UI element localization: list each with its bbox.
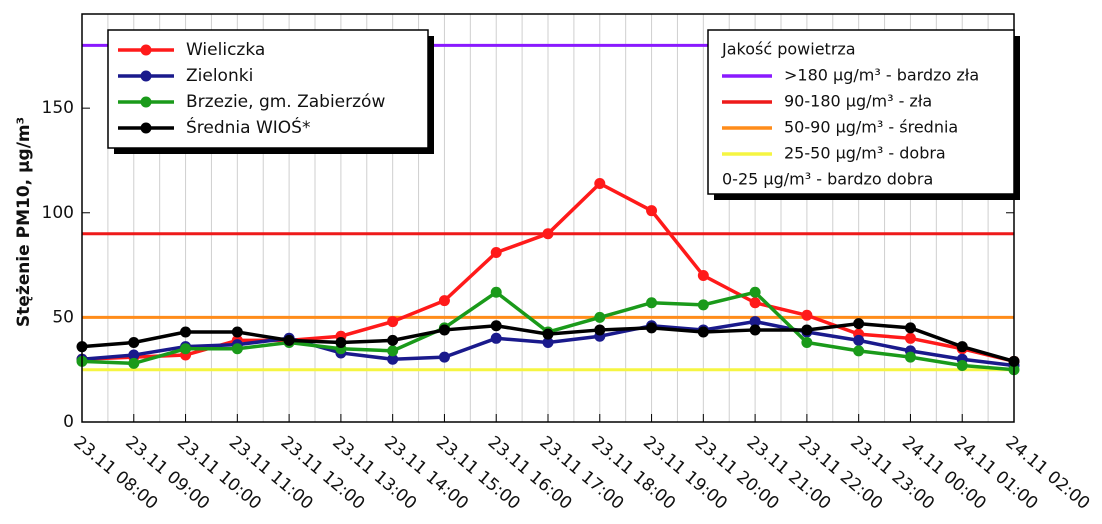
point [335, 336, 347, 348]
y-tick-label: 100 [42, 203, 74, 223]
point [697, 270, 709, 282]
point [801, 309, 813, 321]
point [180, 343, 192, 355]
legend-label: 50-90 µg/m³ - średnia [784, 118, 958, 137]
point [749, 286, 761, 298]
point [594, 177, 606, 189]
point [956, 341, 968, 353]
legend-marker [140, 70, 152, 82]
point [956, 360, 968, 372]
point [904, 351, 916, 363]
point [490, 320, 502, 332]
point [697, 326, 709, 338]
legend-label: 90-180 µg/m³ - zła [784, 92, 932, 111]
point [387, 353, 399, 365]
point [646, 297, 658, 309]
point [180, 326, 192, 338]
point [853, 345, 865, 357]
point [801, 324, 813, 336]
y-tick-label: 0 [63, 412, 74, 432]
y-axis-label: Stężenie PM10, µg/m³ [14, 117, 34, 327]
point [697, 299, 709, 311]
point [283, 334, 295, 346]
point [594, 324, 606, 336]
point [438, 351, 450, 363]
point [542, 228, 554, 240]
legend-marker [140, 96, 152, 108]
point [594, 311, 606, 323]
legend-title: Jakość powietrza [721, 40, 856, 59]
y-tick-label: 150 [42, 98, 74, 118]
point [646, 205, 658, 217]
legend-label: Brzezie, gm. Zabierzów [186, 92, 385, 112]
point [490, 247, 502, 259]
legend-label: Zielonki [186, 66, 253, 86]
point [387, 345, 399, 357]
point [801, 336, 813, 348]
point [904, 332, 916, 344]
point [128, 336, 140, 348]
point [128, 349, 140, 361]
point [231, 343, 243, 355]
point [231, 326, 243, 338]
point [646, 322, 658, 334]
point [542, 328, 554, 340]
legend-label: >180 µg/m³ - bardzo zła [784, 66, 979, 85]
point [387, 334, 399, 346]
point [490, 332, 502, 344]
point [438, 324, 450, 336]
legend-label: 25-50 µg/m³ - dobra [784, 144, 946, 163]
point [490, 286, 502, 298]
legend-label: Wieliczka [186, 40, 265, 60]
point [853, 318, 865, 330]
legend-box [707, 29, 1015, 195]
legend-marker [140, 122, 152, 134]
point [749, 297, 761, 309]
legend-marker [140, 44, 152, 56]
legend-label: Średnia WIOŚ* [186, 116, 310, 138]
point [853, 334, 865, 346]
plot-frame [81, 13, 1015, 423]
point [749, 324, 761, 336]
point [387, 316, 399, 328]
legend-label: 0-25 µg/m³ - bardzo dobra [722, 170, 933, 189]
y-tick-label: 50 [52, 307, 74, 327]
point [542, 336, 554, 348]
point [128, 357, 140, 369]
point [904, 322, 916, 334]
point [438, 295, 450, 307]
point [749, 316, 761, 328]
